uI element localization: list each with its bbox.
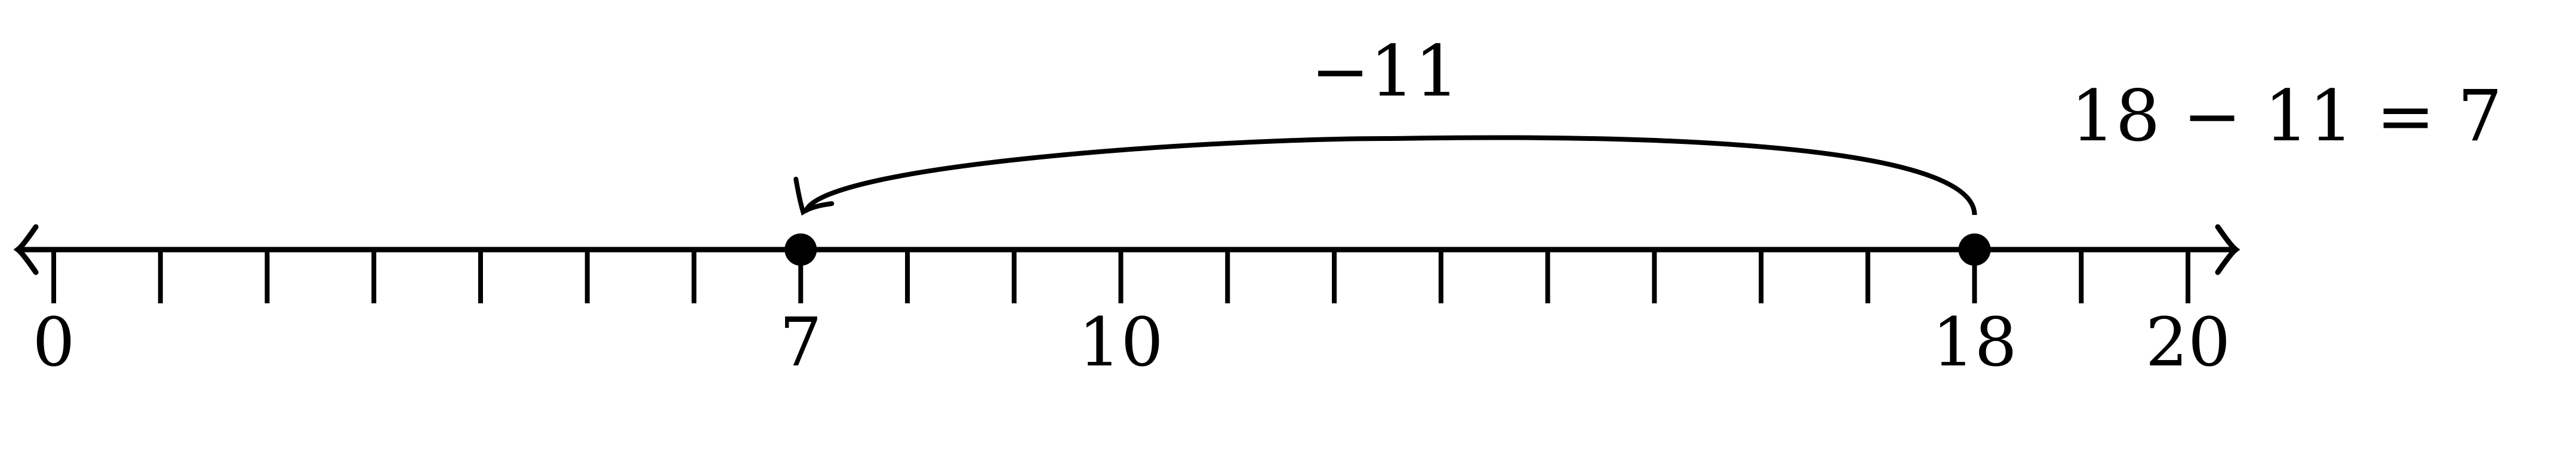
jump-layer bbox=[793, 135, 1977, 216]
equation-label: 18 − 11 = 7 bbox=[2070, 75, 2502, 157]
tick-label: 7 bbox=[780, 304, 822, 382]
number-line-point bbox=[784, 233, 817, 266]
right-arrowhead bbox=[2215, 224, 2240, 275]
tick-label: 20 bbox=[2146, 304, 2231, 382]
point-layer bbox=[784, 233, 1991, 266]
jump-label: −11 bbox=[1310, 30, 1459, 112]
number-line-point bbox=[1958, 233, 1991, 266]
tick-layer bbox=[51, 250, 2190, 303]
tick-label: 0 bbox=[32, 304, 75, 382]
tick-label-layer: 0 7 10 18 20 bbox=[32, 304, 2230, 382]
jump-arc bbox=[803, 135, 1977, 216]
axis-layer bbox=[13, 224, 2240, 275]
tick-label: 18 bbox=[1932, 304, 2017, 382]
jump-arrowhead bbox=[793, 177, 835, 216]
left-arrowhead bbox=[13, 224, 39, 275]
tick-label: 10 bbox=[1078, 304, 1164, 382]
